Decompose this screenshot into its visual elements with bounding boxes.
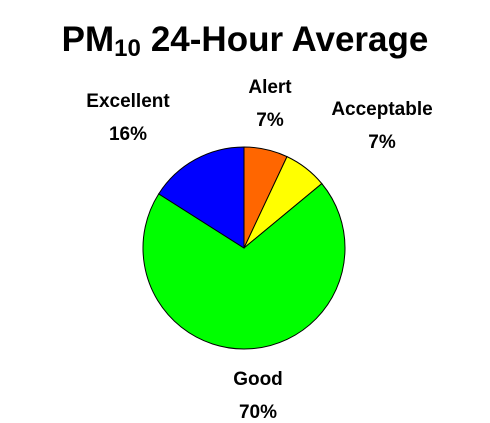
title-subscript: 10: [114, 35, 141, 62]
slice-name: Acceptable: [331, 99, 432, 120]
pie-slice: [142, 182, 346, 350]
pie-slice: [158, 146, 245, 249]
slice-name: Alert: [248, 77, 292, 98]
slice-value: 7%: [256, 110, 284, 131]
slice-name: Good: [233, 369, 283, 390]
chart-title: PM10 24-Hour Average: [62, 20, 429, 62]
slice-value: 16%: [109, 124, 147, 145]
slice-name: Excellent: [86, 91, 170, 112]
title-rest: 24-Hour Average: [151, 20, 429, 59]
slice-value: 70%: [239, 402, 277, 423]
title-main: PM: [62, 20, 115, 59]
slice-value: 7%: [368, 132, 396, 153]
